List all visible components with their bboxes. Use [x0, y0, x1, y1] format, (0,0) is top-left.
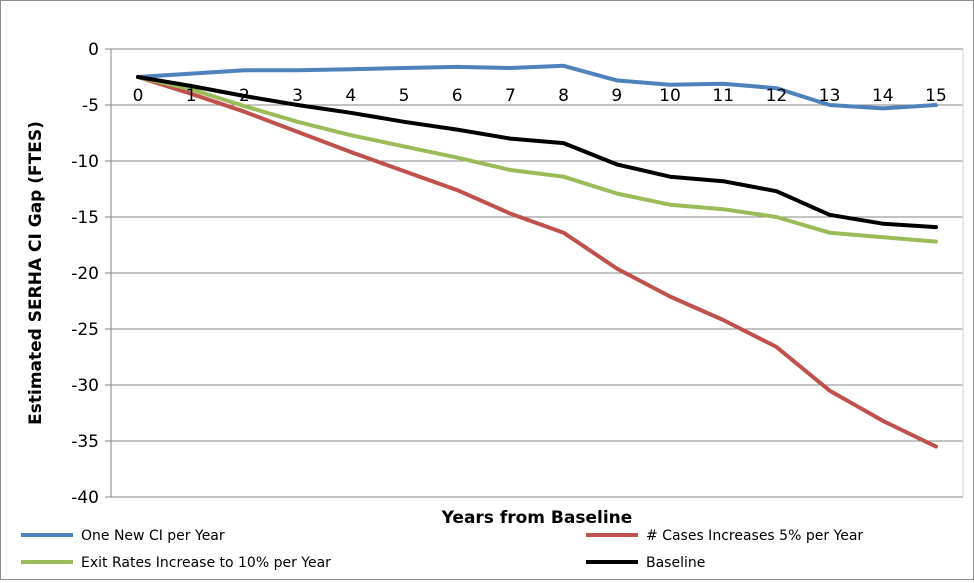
- x-tick-label: 5: [399, 86, 410, 106]
- y-tick-label: -35: [71, 432, 99, 452]
- x-tick-label: 2: [239, 86, 250, 106]
- x-tick-label: 6: [452, 86, 463, 106]
- x-tick-label: 14: [872, 86, 894, 106]
- y-tick-label: -10: [71, 152, 99, 172]
- series-line: [136, 75, 938, 244]
- x-tick-label: 13: [819, 86, 841, 106]
- legend-label: One New CI per Year: [81, 528, 225, 544]
- y-tick-label: -30: [71, 376, 99, 396]
- series-line: [136, 63, 938, 111]
- legend-label: # Cases Increases 5% per Year: [646, 528, 863, 544]
- x-tick-label: 4: [345, 86, 356, 106]
- x-tick-label: 3: [292, 86, 303, 106]
- x-axis-title: Years from Baseline: [441, 508, 633, 528]
- x-tick-label: 7: [505, 86, 516, 106]
- x-axis-ticks: 0 1 2 3 4 5 6 7 8 9 10 11 12 13 14 15: [133, 86, 947, 106]
- x-tick-label: 9: [611, 86, 622, 106]
- legend-label: Baseline: [646, 555, 705, 571]
- y-tick-label: -25: [71, 320, 99, 340]
- y-tick-label: -5: [82, 96, 99, 116]
- y-axis-title: Estimated SERHA CI Gap (FTES): [26, 121, 46, 425]
- x-tick-label: 11: [712, 86, 734, 106]
- y-tick-label: -20: [71, 264, 99, 284]
- series-line: [136, 75, 938, 449]
- y-tick-label: -15: [71, 208, 99, 228]
- x-tick-label: 12: [766, 86, 788, 106]
- series-lines: [136, 63, 938, 449]
- y-axis-ticks: 0 -5 -10 -15 -20 -25 -30 -35 -40: [71, 40, 99, 508]
- x-tick-label: 0: [133, 86, 144, 106]
- y-tick-label: 0: [88, 40, 99, 60]
- legend: One New CI per Year # Cases Increases 5% …: [21, 528, 863, 571]
- x-tick-label: 8: [558, 86, 569, 106]
- x-tick-label: 1: [186, 86, 197, 106]
- gridlines: [105, 48, 964, 498]
- y-tick-label: -40: [71, 488, 99, 508]
- legend-label: Exit Rates Increase to 10% per Year: [81, 555, 331, 571]
- x-tick-label: 10: [659, 86, 681, 106]
- x-tick-label: 15: [925, 86, 947, 106]
- series-line: [136, 75, 938, 230]
